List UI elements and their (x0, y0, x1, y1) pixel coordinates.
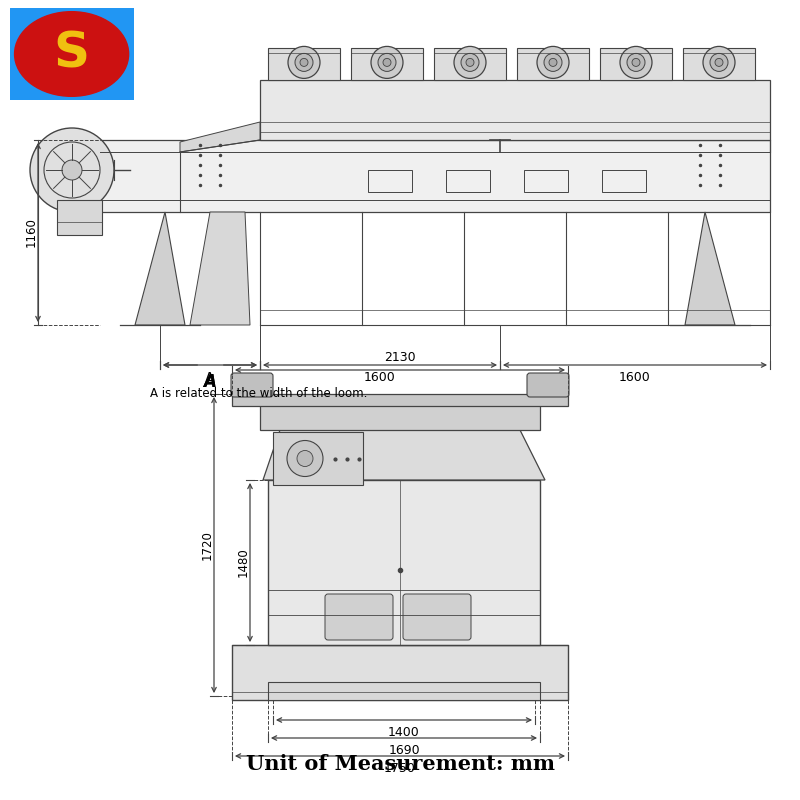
Circle shape (466, 58, 474, 66)
Text: 1720: 1720 (201, 530, 214, 560)
Bar (517, 48, 589, 80)
Polygon shape (180, 122, 260, 152)
Bar (268, 48, 340, 80)
Text: A is related to the width of the loom.: A is related to the width of the loom. (150, 387, 367, 400)
Bar (446, 170, 490, 192)
Bar (198, 353, 222, 367)
Bar (57, 200, 102, 235)
Bar (260, 400, 540, 430)
Polygon shape (135, 212, 185, 325)
Text: 1600: 1600 (364, 371, 396, 384)
Circle shape (461, 54, 479, 71)
Bar (268, 682, 540, 700)
Circle shape (549, 58, 557, 66)
Text: 1600: 1600 (619, 371, 651, 384)
Polygon shape (190, 212, 250, 325)
Bar (100, 140, 770, 212)
Bar (273, 432, 363, 485)
Text: A: A (203, 373, 217, 391)
Bar (232, 645, 568, 700)
Circle shape (14, 12, 129, 96)
Circle shape (371, 46, 403, 78)
Circle shape (620, 46, 652, 78)
Circle shape (287, 441, 323, 477)
FancyBboxPatch shape (231, 373, 273, 397)
Circle shape (288, 46, 320, 78)
Text: Unit of Measurement: mm: Unit of Measurement: mm (246, 754, 554, 774)
Text: 2130: 2130 (384, 351, 416, 364)
Circle shape (30, 128, 114, 212)
Bar (602, 170, 646, 192)
Circle shape (454, 46, 486, 78)
Circle shape (710, 54, 728, 71)
Text: A: A (204, 371, 216, 389)
Bar (368, 170, 412, 192)
Circle shape (378, 54, 396, 71)
Circle shape (383, 58, 391, 66)
Text: S: S (54, 30, 90, 78)
Text: A: A (203, 373, 217, 391)
Circle shape (715, 58, 723, 66)
Bar (683, 48, 755, 80)
Circle shape (537, 46, 569, 78)
Bar (232, 394, 568, 406)
Bar (600, 48, 672, 80)
Bar (260, 80, 770, 140)
Text: 1750: 1750 (384, 762, 416, 775)
FancyBboxPatch shape (403, 594, 471, 640)
FancyBboxPatch shape (325, 594, 393, 640)
Circle shape (632, 58, 640, 66)
Circle shape (62, 160, 82, 180)
Circle shape (627, 54, 645, 71)
Text: 1690: 1690 (388, 744, 420, 757)
Polygon shape (263, 430, 545, 480)
Circle shape (703, 46, 735, 78)
Polygon shape (685, 212, 735, 325)
Bar (524, 170, 568, 192)
Circle shape (295, 54, 313, 71)
Text: 1160: 1160 (25, 218, 38, 247)
Circle shape (297, 450, 313, 466)
Circle shape (544, 54, 562, 71)
Circle shape (300, 58, 308, 66)
Bar (268, 480, 540, 645)
FancyBboxPatch shape (527, 373, 569, 397)
Bar (434, 48, 506, 80)
Text: 1480: 1480 (237, 548, 250, 578)
Bar (351, 48, 423, 80)
Text: 1400: 1400 (388, 726, 420, 739)
